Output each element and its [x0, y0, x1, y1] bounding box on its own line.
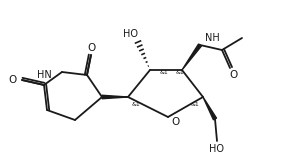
Text: NH: NH — [205, 33, 220, 43]
Text: &1: &1 — [191, 102, 199, 108]
Polygon shape — [203, 97, 217, 120]
Text: &1: &1 — [160, 71, 168, 75]
Text: &1: &1 — [132, 102, 140, 108]
Text: HO: HO — [209, 144, 225, 154]
Text: HN: HN — [37, 70, 52, 80]
Text: &1: &1 — [176, 71, 184, 75]
Text: O: O — [172, 117, 180, 127]
Polygon shape — [182, 44, 201, 70]
Text: HO: HO — [123, 29, 137, 39]
Polygon shape — [102, 95, 128, 99]
Text: O: O — [9, 75, 17, 85]
Text: O: O — [229, 70, 237, 80]
Text: O: O — [87, 43, 95, 53]
